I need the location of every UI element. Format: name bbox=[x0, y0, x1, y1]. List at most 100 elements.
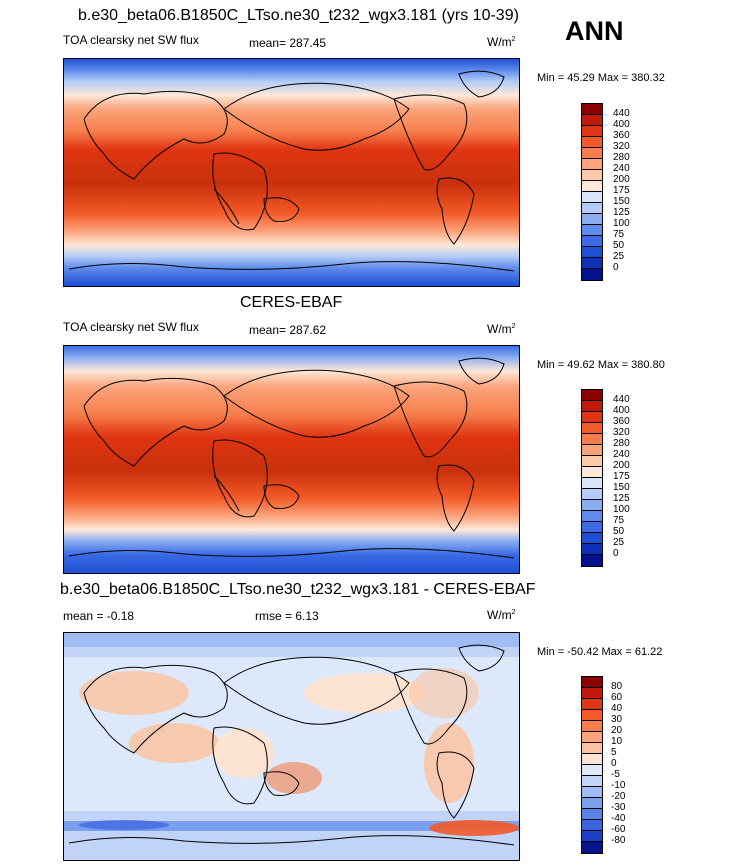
panel1-colorbar-swatch bbox=[582, 115, 602, 126]
panel3-title: b.e30_beta06.B1850C_LTso.ne30_t232_wgx3.… bbox=[60, 581, 536, 598]
panel3-colorbar-swatch bbox=[582, 787, 602, 798]
panel2-colorbar-swatch bbox=[582, 489, 602, 500]
panel3-colorbar-label: 40 bbox=[611, 703, 623, 714]
panel2-colorbar-label: 175 bbox=[613, 471, 630, 482]
panel2-colorbar-label: 240 bbox=[613, 449, 630, 460]
panel1-colorbar-swatch bbox=[582, 258, 602, 269]
panel1-map-field bbox=[64, 59, 519, 286]
panel2-colorbar-swatch bbox=[582, 533, 602, 544]
panel1-colorbar bbox=[581, 103, 603, 281]
panel3-colorbar-label: -80 bbox=[611, 835, 626, 846]
panel1-colorbar-swatch bbox=[582, 126, 602, 137]
panel2-colorbar-swatch bbox=[582, 445, 602, 456]
panel2-colorbar-swatch bbox=[582, 434, 602, 445]
panel2-colorbar bbox=[581, 389, 603, 567]
panel2-colorbar-swatch bbox=[582, 544, 602, 555]
panel2-colorbar-swatch bbox=[582, 500, 602, 511]
panel3-colorbar-label: 20 bbox=[611, 725, 623, 736]
panel3-colorbar-label: 30 bbox=[611, 714, 623, 725]
panel1-colorbar-label: 125 bbox=[613, 207, 630, 218]
panel1-colorbar-label: 50 bbox=[613, 240, 625, 251]
panel1-colorbar-label: 320 bbox=[613, 141, 630, 152]
panel3-colorbar-swatch bbox=[582, 831, 602, 842]
panel2-units: W/m2 bbox=[487, 322, 516, 336]
panel3-rmse-label: rmse = 6.13 bbox=[255, 609, 319, 623]
panel3-colorbar-label: -20 bbox=[611, 791, 626, 802]
panel2-map bbox=[63, 345, 520, 574]
panel2-colorbar-swatch bbox=[582, 412, 602, 423]
panel2-mean-label: mean= 287.62 bbox=[249, 323, 327, 337]
panel1-colorbar-label: 200 bbox=[613, 174, 630, 185]
panel2-colorbar-label: 150 bbox=[613, 482, 630, 493]
panel2-colorbar-label: 360 bbox=[613, 416, 630, 427]
panel3-colorbar-labels: 80 60 40 30 20 10 5 0 -5 -10 -20 -30 -40… bbox=[611, 676, 651, 856]
panel2-colorbar-swatch bbox=[582, 423, 602, 434]
panel2-colorbar-swatch bbox=[582, 478, 602, 489]
panel1-colorbar-swatch bbox=[582, 269, 602, 280]
panel3-colorbar-swatch bbox=[582, 765, 602, 776]
panel2-colorbar-label: 125 bbox=[613, 493, 630, 504]
panel3-colorbar-swatch bbox=[582, 798, 602, 809]
panel2-colorbar-label: 0 bbox=[613, 548, 619, 559]
panel2-colorbar-swatch bbox=[582, 522, 602, 533]
panel3-colorbar-label: 0 bbox=[611, 758, 617, 769]
panel3-colorbar-label: 80 bbox=[611, 681, 623, 692]
panel1-colorbar-label: 100 bbox=[613, 218, 630, 229]
panel3-colorbar-swatch bbox=[582, 842, 602, 853]
panel3-units: W/m2 bbox=[487, 608, 516, 622]
panel3-anomaly-patches bbox=[64, 633, 519, 860]
panel1-colorbar-swatch bbox=[582, 137, 602, 148]
panel2-title: CERES-EBAF bbox=[240, 294, 343, 311]
panel2-colorbar-label: 320 bbox=[613, 427, 630, 438]
panel3-colorbar-label: -10 bbox=[611, 780, 626, 791]
panel1-colorbar-label: 175 bbox=[613, 185, 630, 196]
panel2-colorbar-label: 280 bbox=[613, 438, 630, 449]
panel3-colorbar-label: -40 bbox=[611, 813, 626, 824]
panel1-colorbar-labels: 440 400 360 320 280 240 200 175 150 125 … bbox=[613, 103, 653, 283]
panel3-colorbar-label: -30 bbox=[611, 802, 626, 813]
panel2-colorbar-swatch bbox=[582, 401, 602, 412]
panel1-colorbar-swatch bbox=[582, 104, 602, 115]
panel3-minmax: Min = -50.42 Max = 61.22 bbox=[537, 646, 663, 658]
panel2-colorbar-swatch bbox=[582, 390, 602, 401]
panel1-colorbar-label: 150 bbox=[613, 196, 630, 207]
panel1-colorbar-swatch bbox=[582, 192, 602, 203]
panel3-colorbar-swatch bbox=[582, 820, 602, 831]
panel3-colorbar bbox=[581, 676, 603, 854]
panel2-colorbar-label: 100 bbox=[613, 504, 630, 515]
panel1-colorbar-swatch bbox=[582, 236, 602, 247]
panel3-colorbar-swatch bbox=[582, 721, 602, 732]
panel3-colorbar-swatch bbox=[582, 677, 602, 688]
panel3-map-field bbox=[64, 633, 519, 860]
panel3-mean-label: mean = -0.18 bbox=[63, 609, 135, 623]
panel1-title: b.e30_beta06.B1850C_LTso.ne30_t232_wgx3.… bbox=[78, 7, 519, 24]
panel1-variable-label: TOA clearsky net SW flux bbox=[63, 33, 199, 47]
panel3-colorbar-swatch bbox=[582, 809, 602, 820]
panel2-colorbar-label: 400 bbox=[613, 405, 630, 416]
panel1-colorbar-swatch bbox=[582, 148, 602, 159]
panel3-colorbar-swatch bbox=[582, 732, 602, 743]
panel1-mean-label: mean= 287.45 bbox=[249, 36, 327, 50]
panel1-colorbar-label: 440 bbox=[613, 108, 630, 119]
panel2-colorbar-label: 75 bbox=[613, 515, 625, 526]
panel1-colorbar-swatch bbox=[582, 159, 602, 170]
panel1-colorbar-label: 280 bbox=[613, 152, 630, 163]
panel2-colorbar-label: 440 bbox=[613, 394, 630, 405]
panel2-colorbar-swatch bbox=[582, 555, 602, 566]
panel1-colorbar-label: 25 bbox=[613, 251, 625, 262]
panel1-colorbar-label: 240 bbox=[613, 163, 630, 174]
panel2-variable-label: TOA clearsky net SW flux bbox=[63, 320, 199, 334]
panel1-colorbar-swatch bbox=[582, 203, 602, 214]
panel2-colorbar-label: 200 bbox=[613, 460, 630, 471]
panel3-colorbar-swatch bbox=[582, 688, 602, 699]
panel1-colorbar-label: 75 bbox=[613, 229, 625, 240]
panel1-map bbox=[63, 58, 520, 287]
panel3-colorbar-swatch bbox=[582, 776, 602, 787]
panel2-colorbar-label: 50 bbox=[613, 526, 625, 537]
panel2-colorbar-swatch bbox=[582, 467, 602, 478]
panel1-colorbar-swatch bbox=[582, 225, 602, 236]
panel3-map bbox=[63, 632, 520, 861]
panel3-colorbar-swatch bbox=[582, 699, 602, 710]
panel1-minmax: Min = 45.29 Max = 380.32 bbox=[537, 72, 665, 84]
panel3-colorbar-label: 10 bbox=[611, 736, 623, 747]
